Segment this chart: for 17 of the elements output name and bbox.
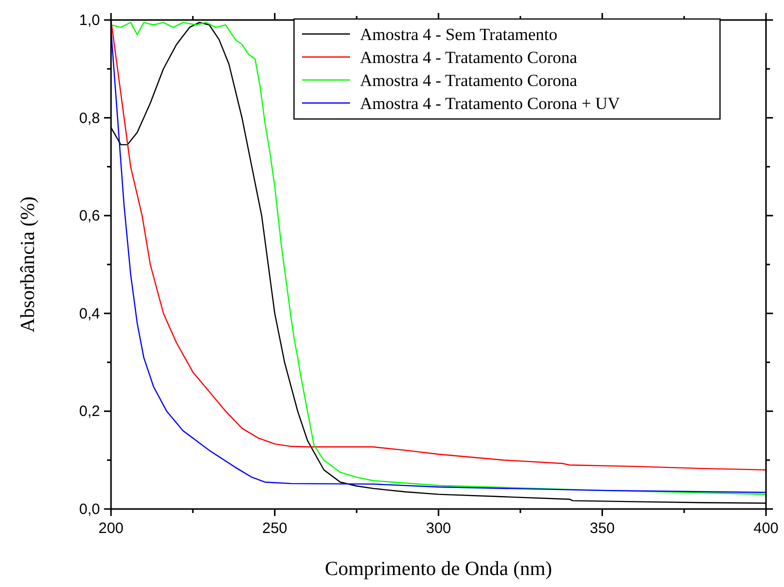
y-tick-label: 1,0 bbox=[79, 12, 100, 29]
x-axis-title: Comprimento de Onda (nm) bbox=[324, 558, 552, 580]
y-tick-label: 0,2 bbox=[79, 403, 100, 420]
y-tick-label: 0,6 bbox=[79, 208, 100, 225]
legend-label: Amostra 4 - Tratamento Corona + UV bbox=[360, 94, 621, 113]
y-tick-label: 0,0 bbox=[79, 501, 100, 518]
x-tick-label: 300 bbox=[426, 520, 452, 537]
x-tick-label: 350 bbox=[590, 520, 615, 537]
y-tick-label: 0,4 bbox=[79, 305, 100, 322]
x-tick-label: 400 bbox=[753, 520, 779, 537]
legend-label: Amostra 4 - Sem Tratamento bbox=[360, 25, 558, 44]
y-axis-title: Absorbância (%) bbox=[17, 196, 39, 333]
legend-label: Amostra 4 - Tratamento Corona bbox=[360, 48, 578, 67]
legend-label: Amostra 4 - Tratamento Corona bbox=[360, 71, 578, 90]
y-tick-label: 0,8 bbox=[79, 110, 100, 127]
x-tick-label: 250 bbox=[262, 520, 288, 537]
x-tick-label: 200 bbox=[98, 520, 124, 537]
